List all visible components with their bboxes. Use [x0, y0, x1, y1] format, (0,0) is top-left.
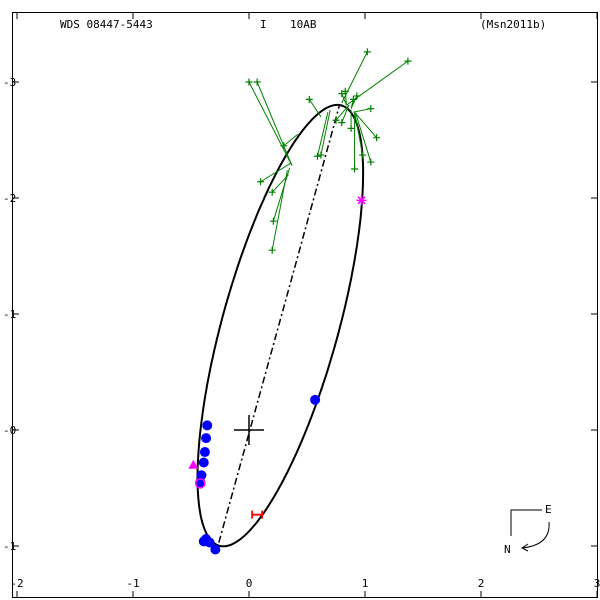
node-line: [218, 105, 341, 543]
orbit-path: [196, 103, 365, 548]
interferometry-point: [199, 447, 210, 458]
residual-line: [355, 113, 372, 163]
compass-east-arm: [510, 509, 542, 536]
residual-line: [341, 51, 368, 104]
residual-line: [308, 99, 322, 118]
x-tick-label: -2: [10, 577, 23, 590]
micrometer-point: [317, 151, 325, 159]
line-of-nodes: [218, 105, 341, 543]
micrometer-point: [347, 124, 355, 132]
residual-line: [256, 81, 293, 166]
micrometer-point: [367, 158, 375, 166]
micrometer-point: [313, 152, 321, 160]
compass-arrow-head: [521, 543, 529, 552]
micrometer-point: [367, 105, 375, 113]
interferometry-point: [210, 544, 221, 555]
micrometer-point: [341, 87, 349, 95]
orbit-ellipse: [196, 103, 365, 548]
interferometry-point: [202, 420, 213, 431]
primary-cross: [234, 415, 264, 445]
primary-star-cross: [234, 415, 264, 445]
open-circle-point: [195, 478, 206, 489]
residual-line: [248, 81, 293, 166]
pair-label: 10AB: [290, 18, 317, 31]
x-tick-label: -1: [126, 577, 139, 590]
micrometer-point: [359, 151, 367, 159]
micrometer-point: [253, 78, 261, 86]
x-tick-label: 3: [594, 577, 600, 590]
compass-north-label: N: [504, 543, 511, 556]
x-tick-label: 2: [478, 577, 485, 590]
micrometer-point: [338, 119, 346, 127]
residual-line: [260, 162, 292, 183]
y-tick-label: -3: [3, 76, 16, 89]
reference-label: (Msn2011b): [480, 18, 546, 31]
micrometer-point: [268, 246, 276, 254]
y-tick-label: -2: [3, 192, 16, 205]
asterisk-point: [356, 195, 367, 206]
interferometry-point: [198, 457, 209, 468]
micrometer-point: [363, 48, 371, 56]
residual-line: [283, 133, 299, 147]
compass-rotation-arrow: [521, 521, 550, 549]
axes: -2 -1 0 1 2 3 -1 -0 -1 -2 -3: [3, 13, 600, 597]
residual-line: [341, 105, 350, 123]
plot-frame: [12, 12, 598, 598]
micrometer-point: [373, 134, 381, 142]
residual-line: [316, 112, 329, 157]
micrometer-point: [404, 57, 412, 65]
observation-marks: [188, 48, 412, 555]
y-tick-label: -1: [3, 308, 16, 321]
periastron-marker: [251, 510, 264, 519]
micrometer-point: [257, 178, 265, 186]
wds-designation: WDS 08447-5443: [60, 18, 153, 31]
x-tick-label: 1: [362, 577, 369, 590]
micrometer-point: [269, 217, 277, 225]
residual-lines: [248, 51, 409, 251]
band-label: I: [260, 18, 267, 31]
residual-line: [320, 109, 331, 156]
micrometer-point: [268, 188, 276, 196]
micrometer-point: [245, 78, 253, 86]
residual-line: [354, 111, 377, 139]
y-tick-label: -1: [3, 540, 16, 553]
micrometer-point: [349, 95, 357, 103]
interferometry-point: [310, 394, 321, 405]
compass: E N: [504, 503, 552, 556]
residual-line: [354, 112, 364, 156]
interferometry-point: [204, 537, 215, 548]
residual-line: [341, 93, 347, 106]
residual-line: [272, 167, 291, 222]
compass-east-label: E: [545, 503, 552, 516]
micrometer-point: [280, 142, 288, 150]
micrometer-point: [305, 95, 313, 103]
triangle-point: [188, 459, 199, 469]
interferometry-point: [201, 433, 212, 444]
y-tick-label: -0: [3, 424, 16, 437]
residual-line: [335, 104, 350, 121]
x-tick-label: 0: [246, 577, 253, 590]
micrometer-point: [332, 116, 340, 124]
residual-line: [271, 170, 288, 251]
micrometer-point: [351, 165, 359, 173]
micrometer-point: [353, 92, 361, 100]
